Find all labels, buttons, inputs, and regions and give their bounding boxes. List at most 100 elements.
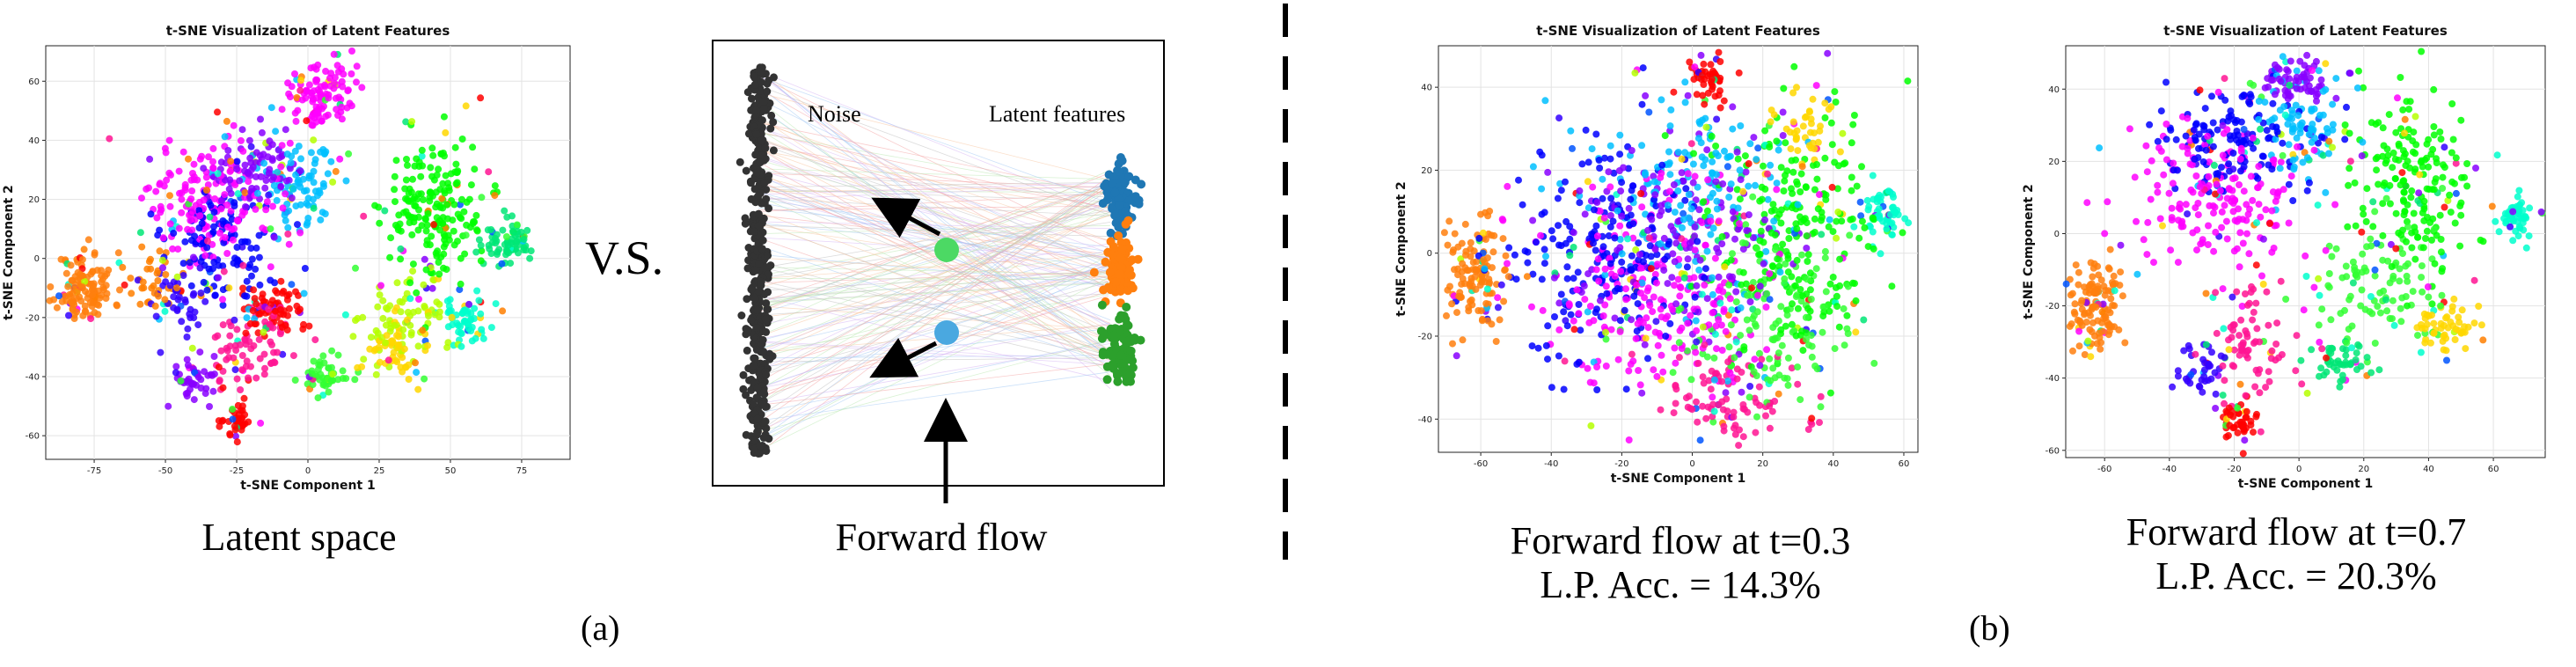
scatter-point bbox=[457, 322, 465, 330]
scatter-point bbox=[2385, 111, 2393, 119]
scatter-point bbox=[1781, 279, 1789, 287]
latent-sample bbox=[1133, 254, 1143, 264]
scatter-point bbox=[78, 256, 86, 263]
scatter-point bbox=[1729, 103, 1737, 111]
latent-sample bbox=[1137, 180, 1146, 189]
scatter-point bbox=[1756, 197, 1764, 205]
scatter-point bbox=[487, 250, 495, 258]
scatter-point bbox=[2359, 138, 2367, 146]
scatter-point bbox=[2273, 63, 2281, 71]
scatter-point bbox=[181, 238, 189, 246]
x-tick-label: 0 bbox=[2296, 465, 2302, 474]
latent-sample bbox=[1104, 170, 1114, 180]
scatter-point bbox=[2315, 67, 2323, 75]
scatter-point bbox=[1755, 383, 1763, 391]
scatter-point bbox=[270, 182, 278, 189]
scatter-point bbox=[1656, 211, 1664, 219]
tsne-plot-flow-t07: t-SNE Visualization of Latent Features-6… bbox=[2022, 23, 2546, 491]
scatter-point bbox=[2314, 90, 2322, 98]
scatter-point bbox=[419, 162, 427, 170]
scatter-point bbox=[278, 106, 286, 114]
scatter-point bbox=[2328, 344, 2336, 352]
scatter-point bbox=[1808, 414, 1816, 422]
scatter-point bbox=[184, 362, 192, 369]
scatter-point bbox=[2251, 383, 2259, 391]
scatter-point bbox=[1523, 273, 1531, 281]
scatter-point bbox=[338, 103, 346, 111]
scatter-point bbox=[1725, 273, 1733, 281]
x-tick-label: -20 bbox=[2227, 465, 2241, 474]
scatter-point bbox=[2463, 160, 2471, 167]
scatter-point bbox=[1680, 274, 1688, 282]
scatter-point bbox=[1716, 299, 1724, 307]
scatter-point bbox=[2341, 136, 2349, 143]
scatter-point bbox=[1649, 308, 1657, 316]
noise-sample bbox=[750, 294, 759, 303]
scatter-point bbox=[2165, 189, 2173, 197]
scatter-point bbox=[188, 226, 196, 234]
scatter-point bbox=[2338, 371, 2346, 379]
scatter-point bbox=[382, 339, 390, 347]
scatter-point bbox=[1694, 135, 1702, 143]
scatter-point bbox=[2268, 347, 2276, 355]
noise-sample bbox=[754, 192, 763, 200]
scatter-point bbox=[1458, 280, 1466, 288]
noise-sample bbox=[754, 287, 763, 296]
scatter-point bbox=[2196, 383, 2204, 391]
scatter-point bbox=[1635, 367, 1643, 374]
scatter-point bbox=[1528, 342, 1536, 350]
scatter-point bbox=[1870, 245, 1877, 253]
latent-sample bbox=[1136, 335, 1145, 345]
scatter-point bbox=[2433, 231, 2441, 239]
scatter-point bbox=[226, 176, 234, 184]
scatter-point bbox=[2205, 181, 2213, 189]
scatter-point bbox=[1901, 215, 1909, 223]
scatter-point bbox=[224, 147, 232, 154]
scatter-point bbox=[1534, 344, 1542, 352]
scatter-point bbox=[325, 364, 333, 372]
scatter-points bbox=[1440, 48, 1913, 450]
scatter-point bbox=[1650, 178, 1658, 186]
scatter-point bbox=[2398, 169, 2406, 177]
scatter-point bbox=[1524, 248, 1532, 256]
scatter-point bbox=[1722, 327, 1730, 335]
scatter-point bbox=[1465, 307, 1473, 315]
noise-sample bbox=[749, 399, 757, 408]
scatter-point bbox=[2221, 202, 2228, 209]
scatter-point bbox=[2458, 173, 2465, 181]
scatter-point bbox=[332, 167, 340, 175]
scatter-point bbox=[1674, 306, 1682, 314]
scatter-point bbox=[293, 302, 301, 310]
y-tick-label: -40 bbox=[2045, 374, 2060, 384]
scatter-point bbox=[2200, 366, 2208, 374]
scatter-point bbox=[2249, 134, 2257, 142]
scatter-point bbox=[2195, 144, 2202, 152]
scatter-point bbox=[1477, 307, 1485, 315]
scatter-point bbox=[1684, 170, 1692, 178]
scatter-point bbox=[1657, 406, 1665, 414]
scatter-point bbox=[1827, 103, 1835, 111]
scatter-point bbox=[1588, 145, 1596, 153]
scatter-point bbox=[2167, 246, 2175, 254]
scatter-point bbox=[1731, 354, 1738, 362]
scatter-point bbox=[1710, 354, 1718, 362]
scatter-point bbox=[1614, 207, 1621, 215]
latent-sample bbox=[1119, 344, 1129, 354]
scatter-point bbox=[1629, 220, 1637, 228]
scatter-point bbox=[473, 227, 481, 235]
scatter-point bbox=[423, 241, 431, 248]
x-tick-label: 40 bbox=[2423, 465, 2434, 474]
scatter-point bbox=[457, 329, 465, 337]
scatter-point bbox=[183, 355, 191, 363]
scatter-point bbox=[439, 204, 447, 212]
scatter-point bbox=[1680, 177, 1687, 185]
scatter-point bbox=[1904, 77, 1912, 85]
scatter-point bbox=[450, 201, 458, 209]
scatter-point bbox=[1698, 71, 1706, 79]
scatter-point bbox=[2316, 291, 2324, 299]
scatter-point bbox=[165, 136, 173, 144]
scatter-point bbox=[2109, 302, 2117, 309]
scatter-point bbox=[1584, 270, 1592, 278]
scatter-point bbox=[327, 158, 335, 165]
scatter-point bbox=[154, 277, 162, 284]
